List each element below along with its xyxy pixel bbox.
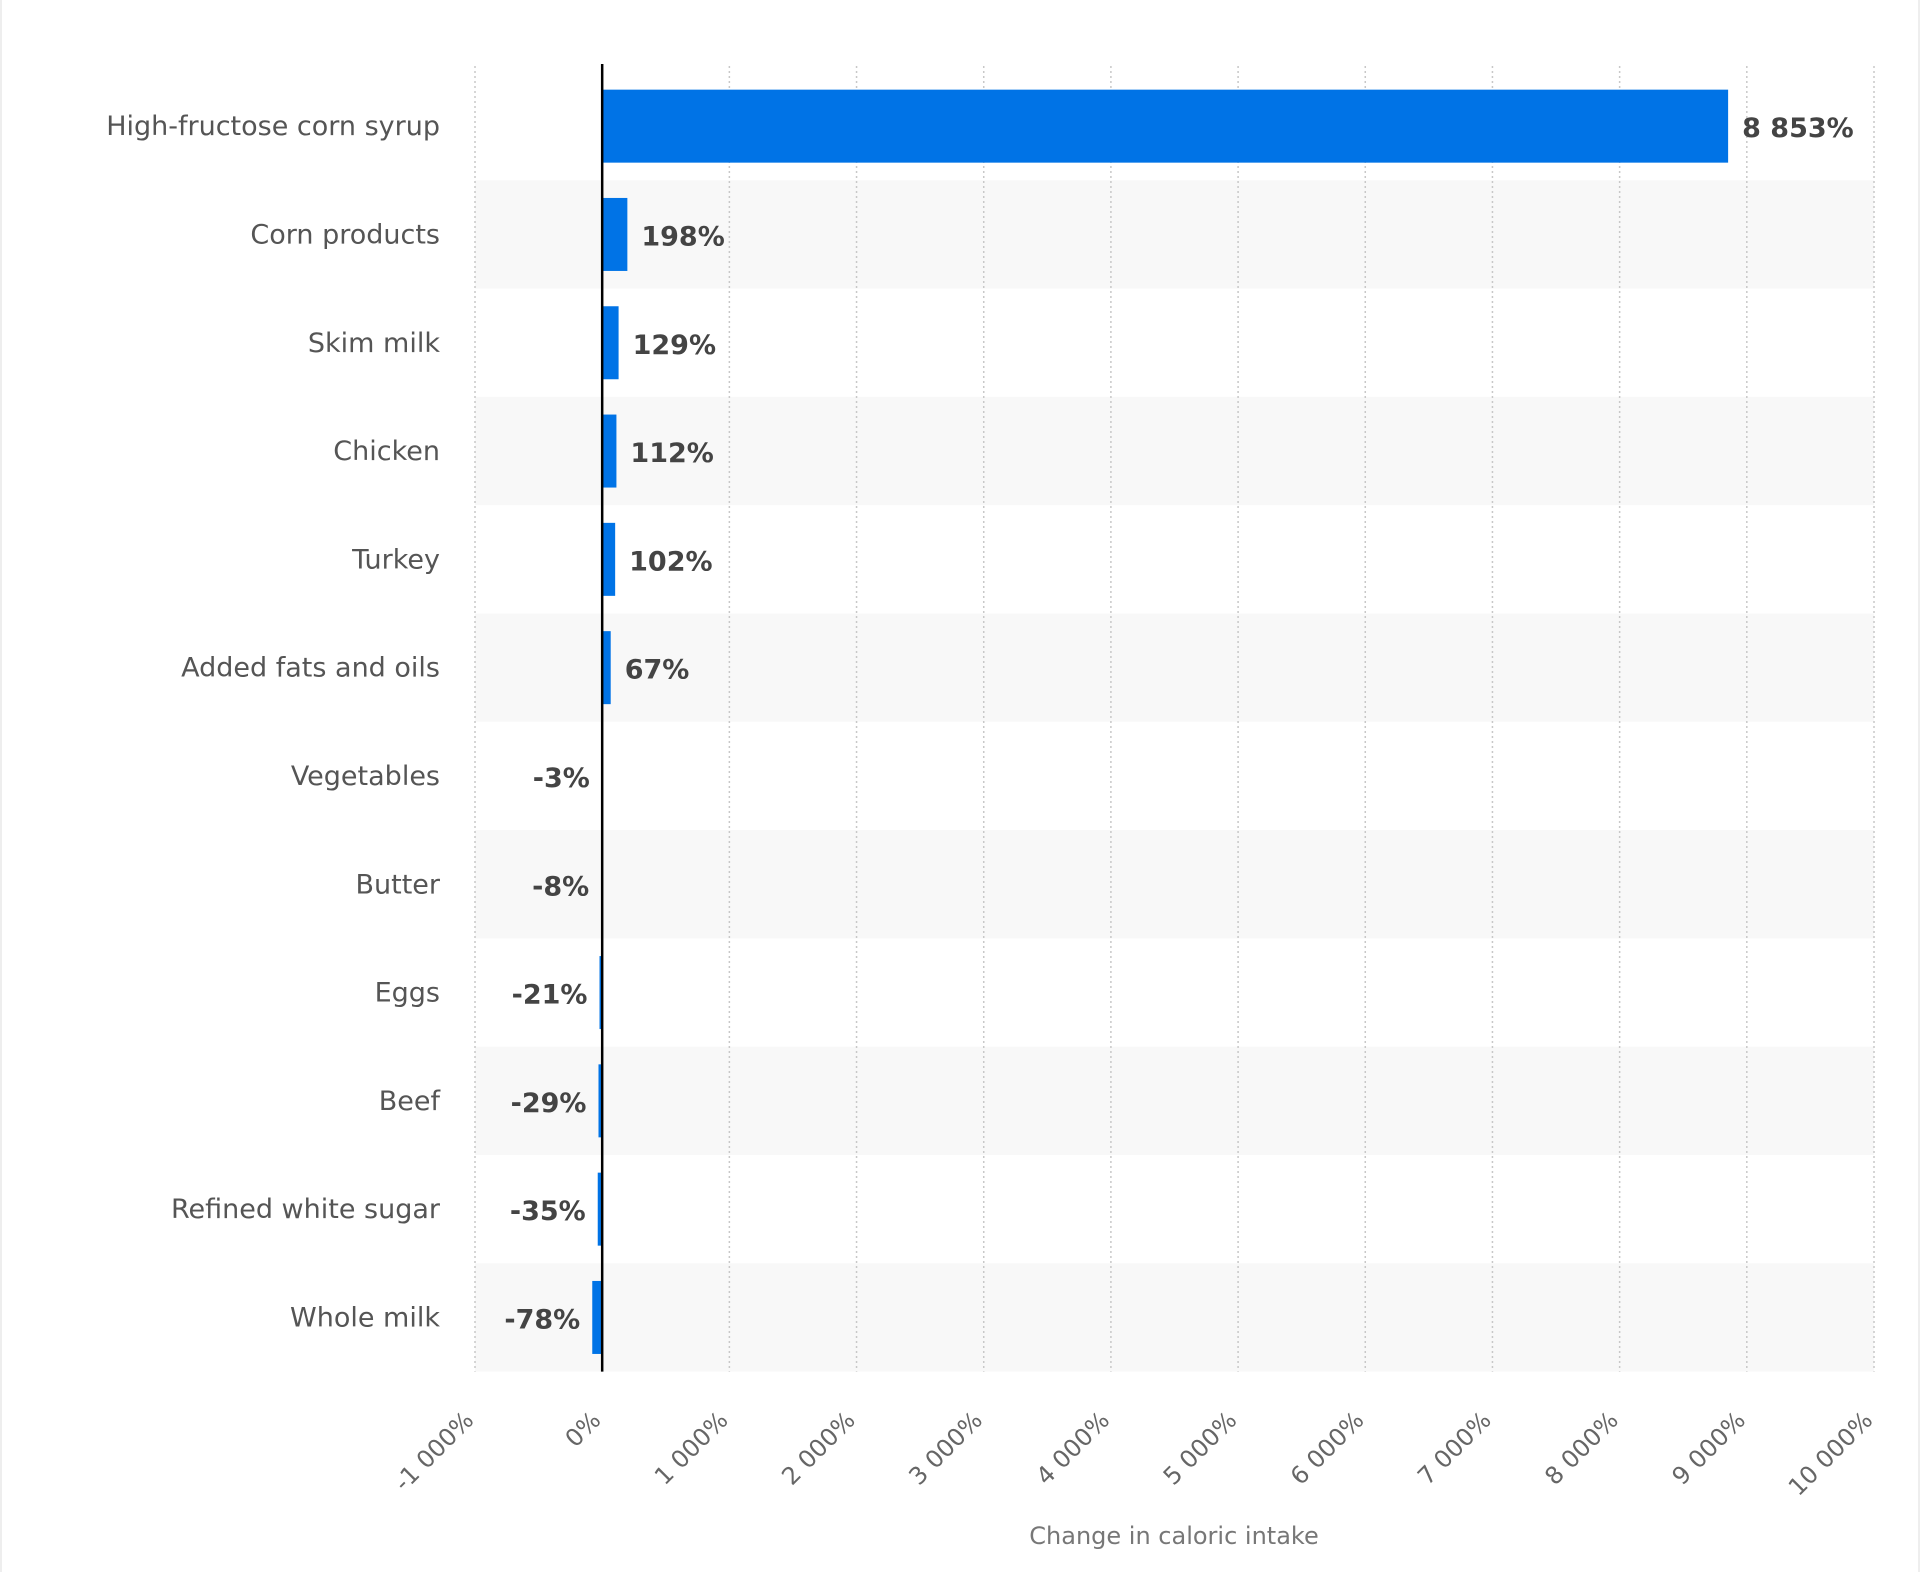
category-label: High-fructose corn syrup xyxy=(106,111,440,142)
value-label: -21% xyxy=(512,980,588,1011)
x-axis-title: Change in caloric intake xyxy=(1029,1522,1318,1550)
bar xyxy=(602,89,1729,163)
value-label: -78% xyxy=(504,1304,580,1335)
category-label: Beef xyxy=(379,1086,442,1117)
value-label: 198% xyxy=(641,221,724,252)
category-label: Refined white sugar xyxy=(171,1194,441,1225)
x-tick-label: 2 000% xyxy=(776,1406,861,1491)
category-label: Skim milk xyxy=(308,328,440,359)
value-label: 112% xyxy=(630,438,713,469)
x-tick-label: 5 000% xyxy=(1158,1406,1243,1491)
x-tick-label: 3 000% xyxy=(903,1406,988,1491)
value-label: -35% xyxy=(510,1196,586,1227)
category-label: Added fats and oils xyxy=(181,653,440,684)
value-label: 8 853% xyxy=(1742,113,1854,144)
row-band xyxy=(475,1263,1874,1372)
category-label: Whole milk xyxy=(290,1302,440,1333)
row-band xyxy=(475,180,1874,289)
bar xyxy=(592,1280,603,1354)
category-label: Corn products xyxy=(250,219,440,250)
category-label: Eggs xyxy=(375,978,440,1009)
row-band xyxy=(475,613,1874,722)
row-band xyxy=(475,830,1874,939)
bar xyxy=(602,306,619,380)
x-tick-label: 8 000% xyxy=(1539,1406,1624,1491)
bar xyxy=(602,414,617,488)
value-label: 129% xyxy=(633,330,716,361)
x-tick-label: 10 000% xyxy=(1783,1406,1878,1501)
value-label: -3% xyxy=(533,763,590,794)
row-band xyxy=(475,396,1874,506)
category-label: Chicken xyxy=(333,436,440,467)
x-tick-label: 7 000% xyxy=(1412,1406,1497,1491)
value-label: -29% xyxy=(511,1088,587,1119)
category-label: Vegetables xyxy=(291,761,440,792)
bar xyxy=(597,1172,603,1246)
x-tick-label: 1 000% xyxy=(649,1406,734,1491)
x-tick-label: 6 000% xyxy=(1285,1406,1370,1491)
bar xyxy=(602,522,616,596)
bar xyxy=(599,956,603,1030)
bar xyxy=(602,631,611,705)
value-label: -8% xyxy=(532,871,589,902)
category-label: Butter xyxy=(355,869,440,900)
x-tick-label: 4 000% xyxy=(1031,1406,1116,1491)
bar xyxy=(602,197,628,271)
x-tick-label: 0% xyxy=(560,1406,607,1453)
x-tick-label: -1 000% xyxy=(389,1406,480,1497)
category-label: Turkey xyxy=(351,544,440,575)
bar xyxy=(598,1064,603,1138)
x-tick-label: 9 000% xyxy=(1667,1406,1752,1491)
value-label: 102% xyxy=(629,546,712,577)
row-band xyxy=(475,1046,1874,1155)
value-label: 67% xyxy=(625,655,690,686)
